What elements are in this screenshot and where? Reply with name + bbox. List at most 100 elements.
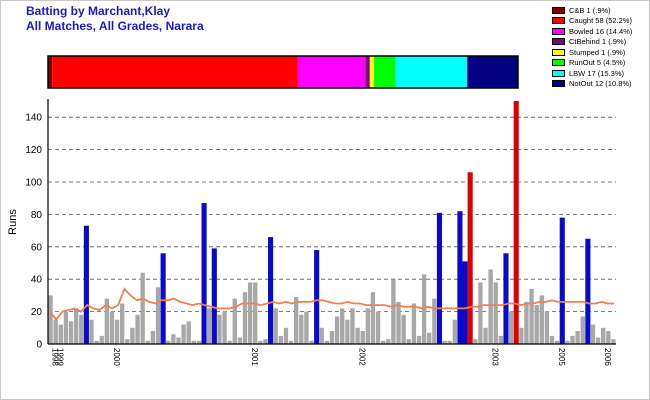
innings-bar [140, 272, 145, 344]
innings-bar [411, 303, 417, 344]
innings-bar [288, 340, 294, 344]
innings-bar [370, 292, 376, 344]
innings-bar [401, 314, 406, 344]
dismissal-segment [374, 56, 396, 88]
innings-bar [554, 340, 560, 344]
x-tick-labels: 1998199920002001200220032005200620072008… [51, 348, 613, 366]
innings-bar [534, 305, 539, 344]
innings-bar [601, 327, 606, 344]
y-tick-label: 100 [25, 178, 42, 189]
dismissal-stacked-bar [47, 55, 519, 89]
x-tick-label: 2002 [358, 348, 367, 366]
dismissal-bar-outline [47, 55, 519, 89]
chart-title: Batting by Marchant,Klay All Matches, Al… [26, 4, 204, 34]
y-tick-label: 60 [31, 242, 43, 253]
innings-bar [539, 295, 544, 344]
innings-bar [427, 332, 432, 344]
innings-bar [253, 282, 258, 344]
innings-bar [145, 340, 150, 344]
legend-label: LBW 17 (15.3%) [569, 68, 625, 78]
dismissal-segment [369, 56, 375, 88]
innings-bar [324, 340, 330, 344]
innings-bar [386, 339, 391, 344]
legend-item: Stumped 1 (.9%) [552, 47, 632, 58]
innings-bar [263, 339, 268, 344]
highlight-bar [513, 101, 519, 344]
average-line [49, 287, 614, 322]
innings-bar [73, 308, 79, 344]
innings-bar [58, 324, 63, 344]
innings-bar [365, 308, 370, 344]
innings-bar [595, 337, 601, 344]
notout-bar [559, 217, 565, 344]
legend-label: RunOut 5 (4.5%) [569, 58, 626, 68]
innings-bar [432, 298, 437, 344]
notout-bar [314, 250, 320, 344]
legend-swatch [552, 27, 565, 35]
innings-bar [483, 327, 488, 344]
innings-bar [181, 324, 186, 344]
x-tick-label: 2005 [557, 348, 566, 366]
legend-label: NotOut 12 (10.8%) [569, 79, 632, 89]
y-tick-label: 20 [31, 307, 43, 318]
legend-label: CtBehind 1 (.9%) [569, 37, 627, 47]
y-tick-labels: 0 20 40 60 80 100 120 140 [25, 113, 42, 351]
innings-bar [227, 340, 232, 344]
innings-bar [580, 316, 585, 344]
y-gridlines [48, 116, 616, 313]
innings-bar [350, 308, 355, 344]
legend-label: Bowled 16 (14.4%) [569, 26, 633, 36]
innings-bar [166, 340, 171, 344]
innings-bar [53, 319, 58, 344]
innings-bar [217, 314, 222, 344]
innings-bar [309, 340, 314, 344]
y-tick-label: 140 [25, 113, 42, 124]
innings-bar [442, 340, 447, 344]
legend-item: NotOut 12 (10.8%) [552, 79, 632, 90]
legend-item: Caught 58 (52.2%) [552, 16, 632, 27]
innings-bar [575, 331, 580, 344]
legend-swatch [552, 38, 565, 46]
innings-bar [524, 301, 529, 344]
innings-bar [340, 308, 345, 344]
innings-bar [99, 335, 104, 344]
innings-bar [355, 327, 360, 344]
innings-bar [421, 274, 427, 344]
innings-bar [48, 295, 53, 344]
innings-bar [345, 319, 350, 344]
innings-bar [334, 316, 340, 344]
innings-bar [135, 314, 140, 344]
innings-bar [109, 311, 115, 344]
innings-bar [68, 321, 74, 344]
innings-bar [130, 327, 135, 344]
innings-bar [247, 282, 253, 344]
innings-bar [488, 269, 493, 344]
x-tick-label: 2001 [250, 348, 259, 366]
innings-bar [452, 319, 457, 344]
legend-item: C&B 1 (.9%) [552, 5, 632, 16]
legend-label: Caught 58 (52.2%) [569, 16, 632, 26]
dismissal-segment [365, 56, 370, 88]
innings-bar [89, 319, 94, 344]
innings-bar [191, 340, 197, 344]
innings-bar [606, 331, 611, 344]
highlight-bar [467, 172, 473, 344]
legend-item: RunOut 5 (4.5%) [552, 58, 632, 69]
innings-bar [590, 324, 596, 344]
innings-bar [498, 335, 504, 344]
innings-bar [319, 327, 324, 344]
notout-bar [462, 261, 468, 344]
innings-bar [360, 331, 365, 344]
dismissal-segment [395, 56, 468, 88]
innings-bar [447, 340, 452, 344]
notout-bar [83, 225, 89, 344]
innings-bar [380, 340, 386, 344]
dismissal-segment [467, 56, 518, 88]
axes [47, 99, 616, 345]
legend-item: CtBehind 1 (.9%) [552, 37, 632, 48]
x-tick-label: 1998 [51, 348, 60, 366]
innings-bar [258, 340, 263, 344]
innings-bar [478, 282, 483, 344]
x-tick-label: 2003 [491, 348, 500, 366]
